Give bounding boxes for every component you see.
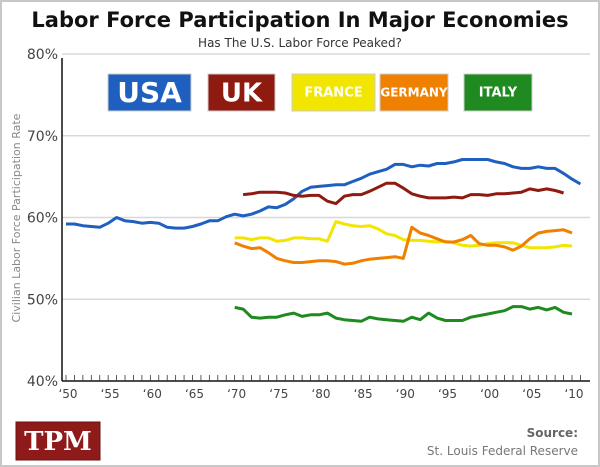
legend-swatch — [207, 73, 276, 112]
legend-label: ITALY — [479, 86, 518, 101]
series-line-italy — [234, 305, 573, 323]
source-label: Source: — [527, 426, 578, 440]
series-line-usa — [66, 158, 582, 230]
legend-label: GERMANY — [380, 85, 448, 99]
x-tick-label: ‘55 — [101, 387, 120, 401]
source-text: St. Louis Federal Reserve — [427, 444, 578, 458]
logo-text: TPM — [24, 427, 92, 457]
y-tick-label: 60% — [27, 211, 58, 227]
x-tick-label: ‘75 — [269, 387, 288, 401]
y-tick-label: 80% — [27, 47, 58, 63]
x-tick-label: ‘90 — [396, 387, 415, 401]
y-tick-label: 50% — [27, 292, 58, 308]
chart-subtitle: Has The U.S. Labor Force Peaked? — [198, 36, 402, 50]
legend-swatch — [463, 73, 533, 112]
series-line-germany — [234, 225, 573, 266]
legend-item-usa: USA — [107, 73, 192, 112]
legend-item-france: FRANCE — [291, 73, 376, 112]
y-axis-label: Civilian Labor Force Participation Rate — [10, 113, 23, 322]
x-tick-label: ‘60 — [143, 387, 162, 401]
y-tick-label: 70% — [27, 129, 58, 145]
legend-label: UK — [221, 78, 263, 108]
x-tick-label: ‘05 — [522, 387, 541, 401]
logo-box — [15, 421, 101, 461]
x-tick-label: ‘50 — [58, 387, 77, 401]
series-line-uk — [242, 181, 565, 206]
legend-item-uk: UK — [207, 73, 276, 112]
legend-label: FRANCE — [304, 86, 362, 101]
x-tick-label: ‘10 — [564, 387, 583, 401]
series-line-france — [234, 220, 573, 250]
legend-swatch — [291, 73, 376, 112]
legend-swatch — [379, 73, 449, 112]
x-tick-label: ‘65 — [185, 387, 204, 401]
legend-item-germany: GERMANY — [379, 73, 449, 112]
legend-label: USA — [117, 76, 182, 109]
x-tick-label: ‘00 — [480, 387, 499, 401]
x-tick-label: ‘85 — [354, 387, 373, 401]
tpm-logo: TPM — [15, 421, 101, 461]
y-tick-label: 40% — [27, 374, 58, 390]
x-tick-label: ‘70 — [227, 387, 246, 401]
legend-item-italy: ITALY — [463, 73, 533, 112]
x-tick-label: ‘80 — [311, 387, 330, 401]
legend-swatch — [107, 73, 192, 112]
x-tick-label: ‘95 — [438, 387, 457, 401]
chart-title: Labor Force Participation In Major Econo… — [31, 8, 568, 32]
